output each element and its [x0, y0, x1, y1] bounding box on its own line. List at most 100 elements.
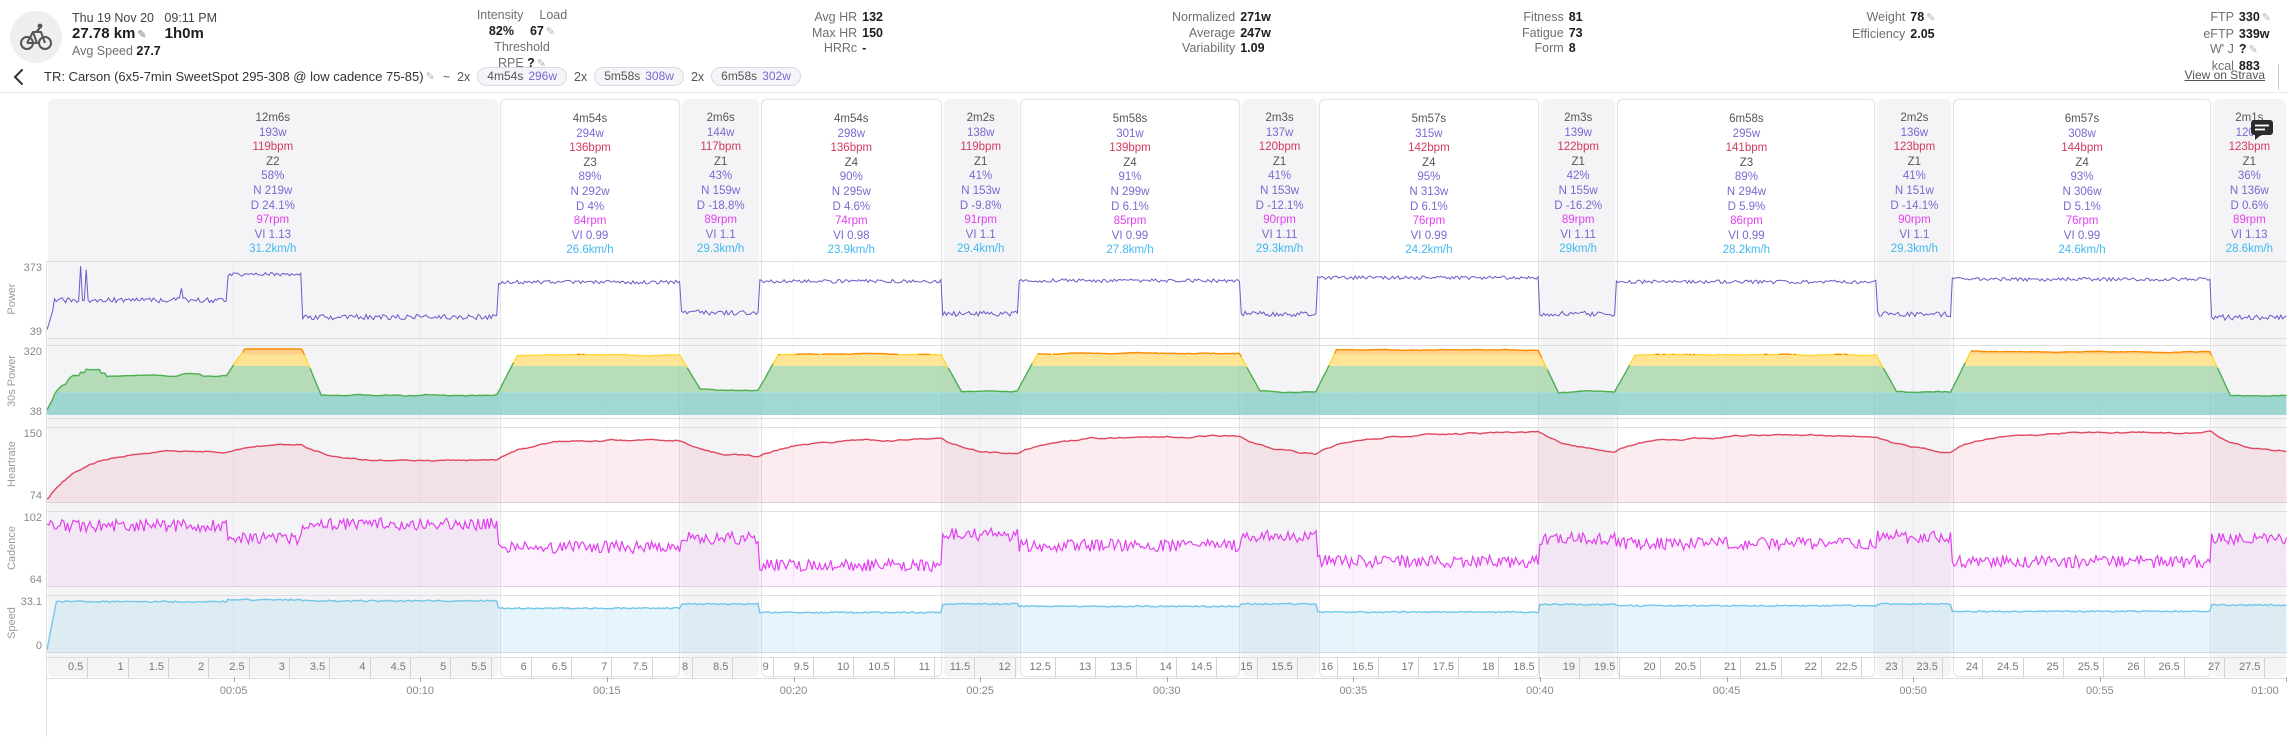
ftp-stat-value: ? ✎	[2238, 42, 2258, 56]
fitness-stat-value: 81	[1568, 10, 1583, 24]
interval-cadence: 74rpm	[834, 215, 868, 228]
ftp-stat-label: eFTP	[2203, 26, 2234, 41]
distance-tick	[490, 658, 492, 678]
fitness-stat-value: 8	[1568, 41, 1576, 55]
time-tick	[1913, 677, 1915, 682]
distance-tick	[1619, 658, 1621, 678]
interval-avg-power: 139w	[1564, 126, 1592, 139]
distance-tick-label: 8.5	[713, 661, 729, 673]
distance-tick	[87, 658, 89, 678]
interval-stats: 5m57s 315w 142bpm Z4 95% N 313w D 6.1% 76rpm VI …	[1320, 112, 1538, 258]
interval-duration: 2m6s	[706, 112, 735, 124]
distance-tick-label: 25.5	[2077, 661, 2100, 673]
cadence-axis-max: 102	[23, 512, 42, 524]
interval-speed: 23.9km/h	[827, 244, 875, 257]
distance-tick	[732, 658, 734, 678]
view-on-strava-link[interactable]: View on Strava	[2184, 68, 2266, 82]
time-tick	[1353, 677, 1355, 682]
interval-avg-hr: 117bpm	[700, 141, 742, 154]
back-button[interactable]	[0, 64, 36, 90]
interval-decoupling: D 5.9%	[1727, 200, 1766, 213]
power-stat-label: Average	[1188, 25, 1236, 40]
edit-load-icon[interactable]: ✎	[545, 25, 556, 38]
comment-icon[interactable]	[2250, 119, 2274, 146]
distance-tick-label: 3	[278, 661, 285, 673]
interval-normalized-power: N 159w	[701, 184, 741, 197]
distance-tick-label: 15	[1240, 661, 1253, 673]
distance-tick	[692, 658, 694, 678]
distance-tick-label: 11.5	[949, 661, 971, 673]
distance-tick	[2264, 658, 2266, 678]
edit-title-icon[interactable]: ✎	[425, 71, 435, 83]
weight-stats-group: Weight 78 ✎ Efficiency 2.05	[1852, 10, 1935, 42]
distance-tick	[2022, 658, 2024, 678]
distance-tick	[1256, 658, 1258, 678]
time-tick-label: 00:15	[593, 685, 621, 697]
heartrate-chart[interactable]	[47, 427, 2287, 503]
interval-variability-index: VI 1.13	[254, 228, 292, 241]
power-30s-chart[interactable]	[47, 345, 2287, 419]
interval-pct-ftp: 93%	[2070, 171, 2094, 184]
avg-speed-label: Avg Speed	[72, 44, 133, 58]
distance-tick-label: 10.5	[868, 661, 890, 673]
interval-decoupling: D 6.1%	[1410, 200, 1448, 213]
power-chart[interactable]	[47, 261, 2287, 339]
distance-tick-label: 25	[2046, 661, 2059, 673]
weight-stat-value: 2.05	[1910, 26, 1935, 41]
interval-pct-ftp: 36%	[2237, 170, 2261, 183]
distance-tick	[772, 658, 774, 678]
power-stat-value: 271w	[1240, 10, 1271, 24]
distance-tick	[1417, 658, 1419, 678]
hr-axis-title: Heartrate	[6, 441, 18, 487]
interval-normalized-power: N 136w	[2229, 184, 2269, 197]
ftp-stat-label: kcal	[2211, 58, 2234, 73]
workout-structure-chips: ~2x 4m54s 296w 2x 5m58s 308w 2x 6m58s 302w	[443, 67, 801, 86]
edit-rpe-icon[interactable]: ✎	[536, 57, 547, 70]
title-row-divider	[2278, 64, 2279, 90]
interval-avg-hr: 119bpm	[960, 141, 1002, 154]
edit-weight-icon[interactable]: ✎	[1926, 12, 1936, 24]
interval-speed: 26.6km/h	[566, 244, 614, 257]
edit-distance-icon[interactable]: ✎	[137, 29, 147, 41]
interval-summary-chip[interactable]: 6m58s 302w	[711, 67, 801, 86]
interval-decoupling: D -16.2%	[1554, 199, 1603, 212]
distance-tick-label: 19	[1562, 661, 1575, 673]
ftp-stat-label: FTP	[2210, 10, 2234, 24]
p30-axis-title: 30s Power	[6, 355, 18, 407]
interval-summary-chip[interactable]: 5m58s 308w	[594, 67, 684, 86]
cadence-axis-title: Cadence	[6, 525, 18, 571]
interval-duration: 5m57s	[1411, 113, 1447, 125]
interval-stats: 2m2s 136w 123bpm Z1 41% N 151w D -14.1% 90rpm VI…	[1877, 111, 1951, 257]
distance-tick-label: 21.5	[1755, 661, 1777, 673]
interval-cadence: 90rpm	[1898, 214, 1931, 227]
speed-chart[interactable]	[47, 595, 2287, 653]
interval-normalized-power: N 306w	[2062, 185, 2102, 198]
distance-tick-label: 5	[440, 661, 447, 673]
interval-column[interactable]: 2m6s 144w 117bpm Z1 43% N 159w D -18.8% 89rpm VI…	[682, 99, 759, 677]
interval-cadence: 76rpm	[1412, 215, 1446, 228]
distance-tick	[168, 658, 169, 678]
intensity-label: Intensity	[476, 8, 524, 22]
distance-tick-label: 23	[1885, 661, 1898, 673]
interval-cadence: 84rpm	[573, 215, 607, 228]
interval-decoupling: D 4.6%	[832, 200, 871, 213]
interval-zone: Z1	[1907, 155, 1922, 168]
interval-decoupling: D 4%	[575, 200, 605, 213]
interval-pct-ftp: 89%	[1734, 171, 1758, 184]
cadence-chart[interactable]	[47, 511, 2287, 587]
weight-stat-value: 78 ✎	[1910, 10, 1936, 24]
distance-tick-label: 16.5	[1352, 661, 1374, 673]
distance-ruler[interactable]: 0.5 1 1.5 2 2.5 3 3.5 4 4.5 5 5.5 6 6.5 7 7.5 8 8.5 9 9.5 1…	[47, 657, 2287, 679]
time-tick-label: 00:25	[966, 685, 994, 697]
distance-tick-label: 0.5	[68, 661, 84, 673]
distance-tick-label: 8	[681, 661, 689, 673]
interval-avg-hr: 136bpm	[830, 142, 873, 155]
edit-ftp-icon[interactable]: ✎	[2248, 44, 2258, 56]
distance-tick	[530, 658, 532, 678]
hr-stat-value: 132	[862, 10, 884, 24]
edit-ftp-icon[interactable]: ✎	[2261, 12, 2271, 24]
interval-summary-chip[interactable]: 4m54s 296w	[477, 67, 568, 86]
intensity-load-block: Intensity Load 82% 67 ✎ Threshold RPE ? ✎	[462, 8, 582, 72]
distance-tick-label: 13.5	[1110, 661, 1132, 673]
distance-tick	[1175, 658, 1177, 678]
